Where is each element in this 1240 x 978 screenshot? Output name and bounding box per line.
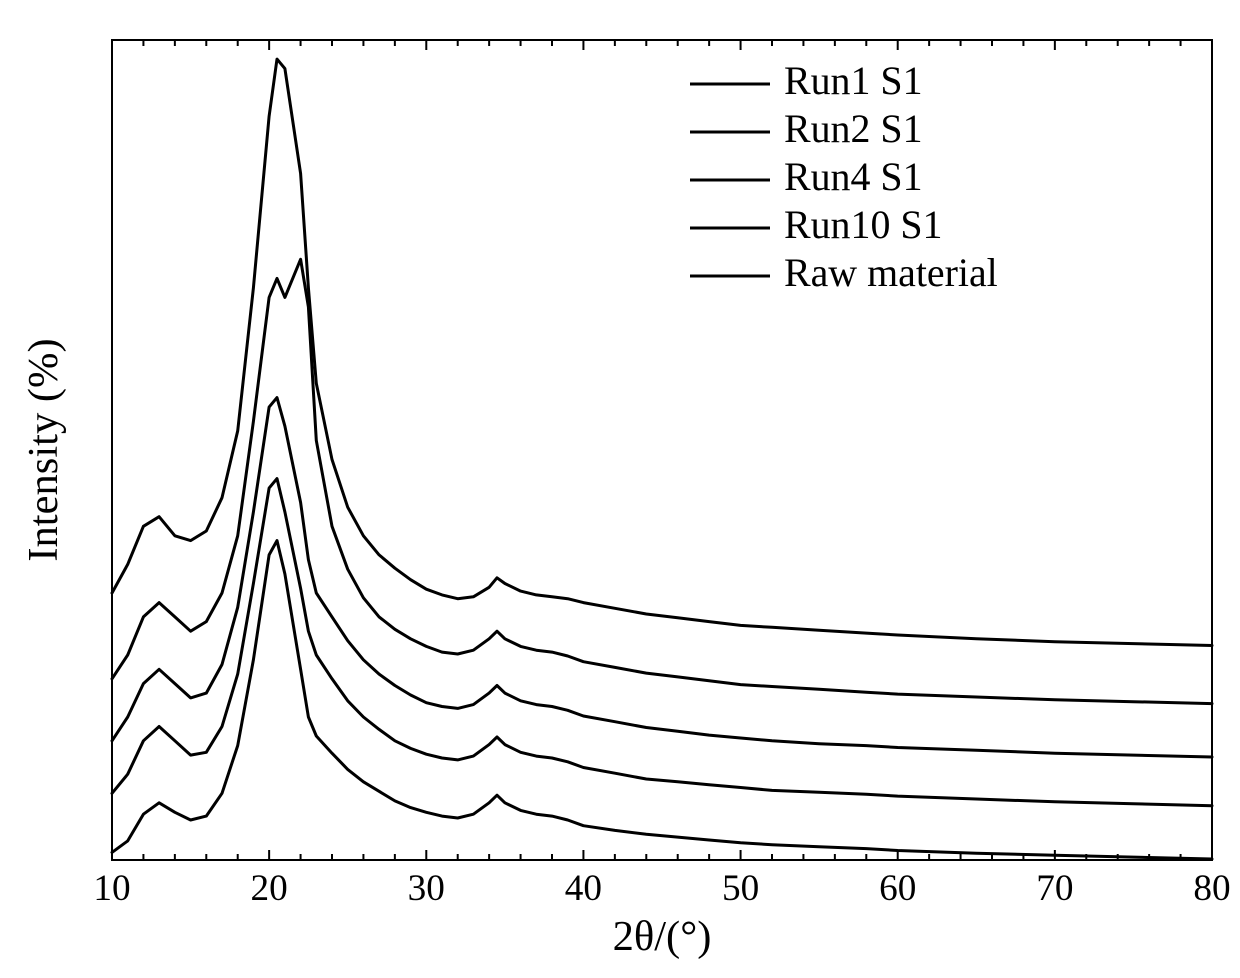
legend-label: Run1 S1 xyxy=(784,58,923,103)
legend-label: Run4 S1 xyxy=(784,154,923,199)
x-tick-label: 20 xyxy=(251,868,288,909)
legend-label: Raw material xyxy=(784,250,998,295)
x-tick-label: 10 xyxy=(93,868,130,909)
legend-label: Run10 S1 xyxy=(784,202,943,247)
x-tick-label: 30 xyxy=(408,868,445,909)
x-tick-label: 80 xyxy=(1193,868,1230,909)
xrd-chart: 10 20 30 40 50 60 70 80 2θ/(°) Intensity (%) Run1 … xyxy=(0,0,1240,978)
x-axis-label: 2θ/(°) xyxy=(613,913,712,960)
x-tick-label: 50 xyxy=(722,868,759,909)
series-run4-s1 xyxy=(112,398,1212,757)
series-run1-s1 xyxy=(112,59,1212,645)
y-axis-label: Intensity (%) xyxy=(20,338,67,561)
x-tick-label: 40 xyxy=(565,868,602,909)
legend-label: Run2 S1 xyxy=(784,106,923,151)
chart-svg: 10 20 30 40 50 60 70 80 2θ/(°) Intensity (%) Run1 … xyxy=(0,0,1240,978)
x-tick-label: 60 xyxy=(879,868,916,909)
x-tick-label: 70 xyxy=(1036,868,1073,909)
plot-frame xyxy=(112,40,1212,860)
